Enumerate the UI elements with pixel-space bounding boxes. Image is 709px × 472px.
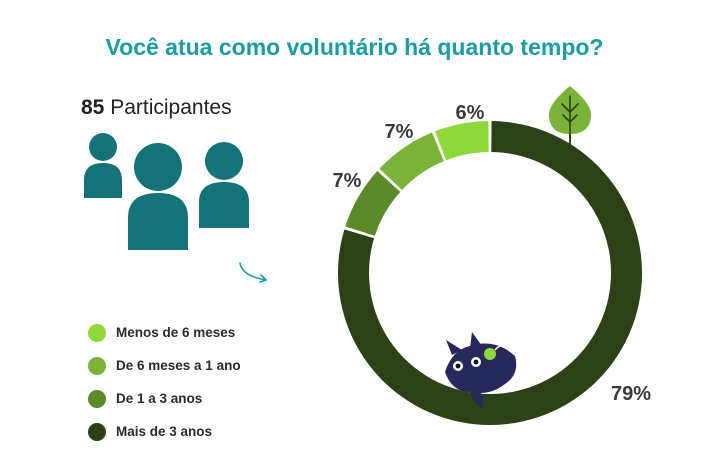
participants-label: Participantes — [104, 96, 232, 119]
arrow-icon — [239, 262, 267, 283]
legend-swatch — [88, 323, 106, 342]
leaf-icon — [548, 86, 592, 152]
legend-label: Menos de 6 meses — [116, 325, 236, 340]
donut-slice — [434, 121, 489, 161]
legend-item-menos-6-meses: Menos de 6 meses — [88, 316, 241, 349]
title-part-1: Você atua como — [105, 34, 287, 60]
donut-slice — [345, 171, 401, 236]
legend-label: De 1 a 3 anos — [116, 391, 203, 406]
participants-count: 85 Participantes — [81, 96, 232, 120]
legend-swatch — [88, 422, 106, 441]
data-label: 7% — [333, 170, 362, 192]
legend-label: De 6 meses a 1 ano — [116, 358, 241, 373]
participants-number: 85 — [81, 96, 105, 119]
legend-item-6-meses-1-ano: De 6 meses a 1 ano — [88, 349, 241, 382]
legend-swatch — [88, 389, 106, 408]
chart-title: Você atua como voluntário há quanto temp… — [0, 34, 709, 61]
mascot-icon — [445, 332, 517, 408]
donut-slice — [379, 132, 444, 190]
title-part-2: voluntário há quanto tempo? — [286, 34, 604, 60]
people-icon — [84, 133, 249, 250]
data-label: 79% — [611, 383, 651, 405]
data-label: 7% — [385, 121, 414, 143]
data-label: 6% — [456, 102, 485, 124]
legend: Menos de 6 meses De 6 meses a 1 ano De 1… — [88, 316, 241, 448]
legend-swatch — [88, 356, 106, 375]
legend-item-1-3-anos: De 1 a 3 anos — [88, 382, 241, 415]
legend-item-mais-3-anos: Mais de 3 anos — [88, 415, 241, 448]
legend-label: Mais de 3 anos — [116, 424, 213, 439]
